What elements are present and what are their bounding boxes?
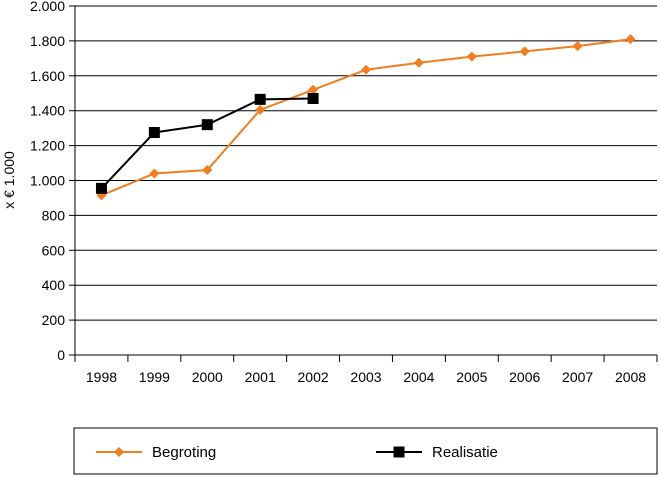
point-realisatie-2000	[201, 119, 213, 131]
legend-begroting-marker	[114, 447, 124, 457]
x-tick-label-2002: 2002	[298, 369, 329, 385]
x-tick-label-2003: 2003	[350, 369, 381, 385]
y-tick-label-800: 800	[42, 207, 66, 223]
y-tick-label-0: 0	[57, 347, 65, 363]
point-begroting-2003	[361, 64, 371, 75]
x-tick-label-2004: 2004	[403, 369, 434, 385]
y-tick-label-600: 600	[42, 242, 66, 258]
y-tick-label-1000: 1.000	[30, 173, 65, 189]
legend-realisatie-marker	[393, 446, 405, 458]
legend-realisatie-label: Realisatie	[432, 444, 498, 461]
point-begroting-2000	[202, 165, 213, 176]
x-tick-label-2005: 2005	[456, 369, 487, 385]
y-tick-label-1200: 1.200	[30, 138, 65, 154]
y-tick-label-1400: 1.400	[30, 103, 65, 119]
y-tick-label-1600: 1.600	[30, 68, 65, 84]
point-begroting-2004	[413, 57, 424, 68]
x-tick-label-2007: 2007	[562, 369, 593, 385]
point-begroting-2007	[572, 41, 583, 52]
point-realisatie-1999	[148, 127, 160, 139]
data-series	[95, 34, 636, 201]
x-tick-label-2000: 2000	[192, 369, 223, 385]
point-begroting-2006	[519, 46, 530, 57]
y-tick-label-200: 200	[42, 312, 66, 328]
grid-lines	[75, 5, 657, 321]
point-realisatie-2001	[254, 93, 266, 105]
x-tick-label-1998: 1998	[86, 369, 117, 385]
point-realisatie-2002	[307, 92, 319, 104]
y-tick-label-2000: 2.000	[30, 0, 65, 14]
point-begroting-2001	[255, 104, 266, 115]
point-begroting-2008	[625, 34, 636, 45]
y-tick-label-1800: 1.800	[30, 33, 65, 49]
y-tick-labels: 0 200 400 600 800 1.000 1.200 1.400 1.600 1.800 2.…	[30, 0, 65, 363]
legend: Begroting Realisatie	[73, 427, 658, 475]
point-begroting-2005	[466, 51, 477, 62]
point-realisatie-1998	[95, 182, 107, 194]
axes	[69, 5, 658, 362]
x-tick-label-2001: 2001	[245, 369, 276, 385]
series-line-begroting	[101, 38, 631, 197]
legend-begroting-label: Begroting	[152, 444, 216, 461]
legend-box	[73, 427, 658, 475]
y-axis-label: x € 1.000	[1, 151, 17, 209]
point-begroting-1999	[149, 168, 160, 179]
point-begroting-2002	[308, 84, 319, 95]
y-tick-label-400: 400	[42, 277, 66, 293]
x-tick-label-2008: 2008	[615, 369, 646, 385]
x-tick-label-2006: 2006	[509, 369, 540, 385]
x-tick-labels: 1998 1999 2000 2001 2002 2003 2004 2005 2006 2007…	[86, 369, 646, 385]
x-tick-label-1999: 1999	[139, 369, 170, 385]
